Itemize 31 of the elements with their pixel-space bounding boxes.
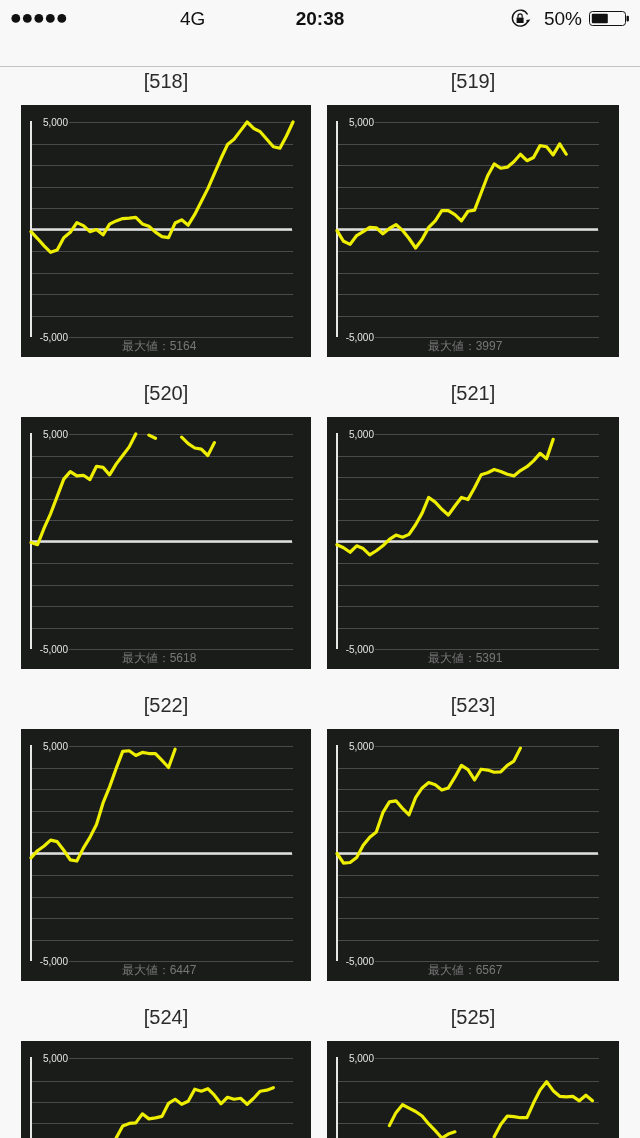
chart-title: [519] (450, 70, 496, 92)
y-tick-label: 5,000 (348, 740, 375, 752)
text: 最大値：5391 (427, 651, 503, 665)
line-series (335, 142, 568, 250)
chart-title: [521] (450, 382, 496, 404)
y-tick-label: -5,000 (39, 955, 69, 967)
y-tick-label: 5,000 (42, 740, 69, 752)
y-tick-label: -5,000 (345, 643, 375, 655)
chart-title: [524] (143, 1006, 189, 1028)
line-series (29, 120, 295, 254)
chart-title: [518] (143, 70, 189, 92)
y-tick-label: 5,000 (348, 428, 375, 440)
chart-title: [525] (450, 1006, 496, 1028)
chart-title: [522] (143, 694, 189, 716)
y-tick-label: 5,000 (42, 116, 69, 128)
y-tick-label: -5,000 (345, 331, 375, 343)
y-tick-label: 5,000 (348, 116, 375, 128)
text: 最大値：6447 (121, 963, 197, 977)
text: 4G (180, 7, 206, 29)
chart-title: [523] (450, 694, 496, 716)
y-tick-label: -5,000 (345, 955, 375, 967)
text: 最大値：5164 (121, 339, 197, 353)
y-tick-label: 5,000 (42, 428, 69, 440)
text: 最大値：5618 (121, 651, 197, 665)
text: 50% (543, 7, 583, 29)
text: 最大値：3997 (427, 339, 503, 353)
text: 最大値：6567 (427, 963, 503, 977)
y-tick-label: -5,000 (39, 643, 69, 655)
text: 20:38 (295, 7, 345, 29)
y-tick-label: -5,000 (39, 331, 69, 343)
chart-title: [520] (143, 382, 189, 404)
